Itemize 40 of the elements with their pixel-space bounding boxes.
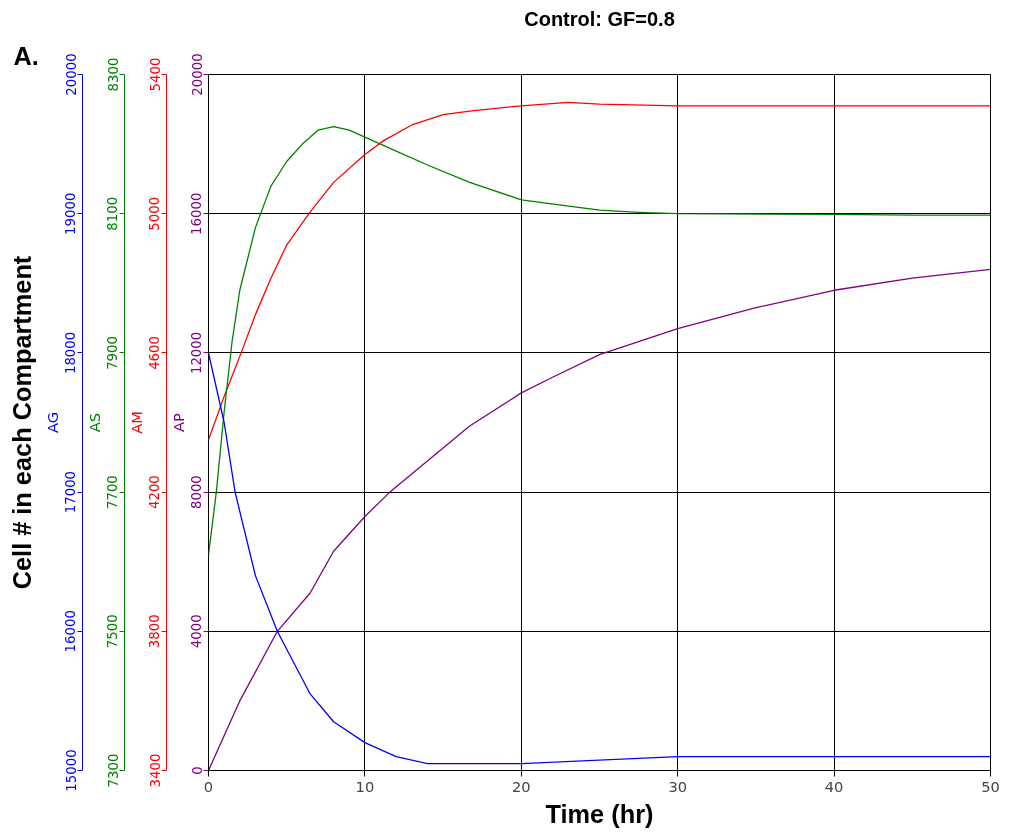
text: AM: [127, 411, 145, 434]
y-tick-label: 17000: [63, 470, 79, 514]
text: AS: [85, 412, 103, 433]
x-tick-label: 30: [668, 777, 688, 795]
x-axis-title: Time (hr): [545, 799, 654, 828]
line-series: [208, 101, 991, 441]
y3-tick-label: 8300: [105, 57, 121, 92]
y-tick-label: 20000: [63, 53, 79, 96]
line-series: [208, 352, 991, 765]
y2-tick-label: 4200: [147, 475, 163, 510]
y-tick-label: 20000: [189, 53, 205, 96]
y3-tick-label: 8100: [105, 196, 121, 231]
text: A.: [13, 41, 39, 70]
y2-tick-label: 4600: [147, 335, 163, 370]
y-tick-label: 16000: [63, 610, 79, 653]
y2-tick-label: 3800: [147, 614, 163, 649]
y3-tick-label: 7300: [105, 753, 121, 788]
y2-tick-label: 3400: [147, 753, 163, 788]
text: AG: [43, 411, 61, 434]
x-tick-label: 20: [511, 777, 531, 795]
y3-tick-label: 7900: [105, 335, 121, 370]
y-tick-label: 8000: [189, 475, 205, 510]
line-series: [208, 268, 991, 771]
y3-tick-label: 7700: [105, 475, 121, 510]
y-tick-label: 15000: [63, 749, 79, 792]
y-tick-label: 16000: [189, 192, 205, 235]
y2-tick-label: 5000: [147, 196, 163, 231]
x-tick-label: 50: [981, 777, 1000, 795]
x-tick-label: 10: [355, 777, 375, 795]
y-tick-label: 12000: [189, 331, 205, 375]
y-tick-label: 19000: [63, 192, 79, 235]
y-tick-label: 18000: [63, 331, 79, 375]
x-tick-label: 40: [824, 777, 844, 795]
text: AP: [169, 412, 187, 432]
chart-title: Control: GF=0.8: [524, 7, 675, 30]
y-tick-label: 0: [189, 766, 205, 775]
y3-tick-label: 7500: [105, 614, 121, 649]
y2-tick-label: 5400: [147, 57, 163, 92]
y-tick-label: 4000: [189, 614, 205, 649]
y-axis-title: Cell # in each Compartment: [7, 255, 36, 590]
